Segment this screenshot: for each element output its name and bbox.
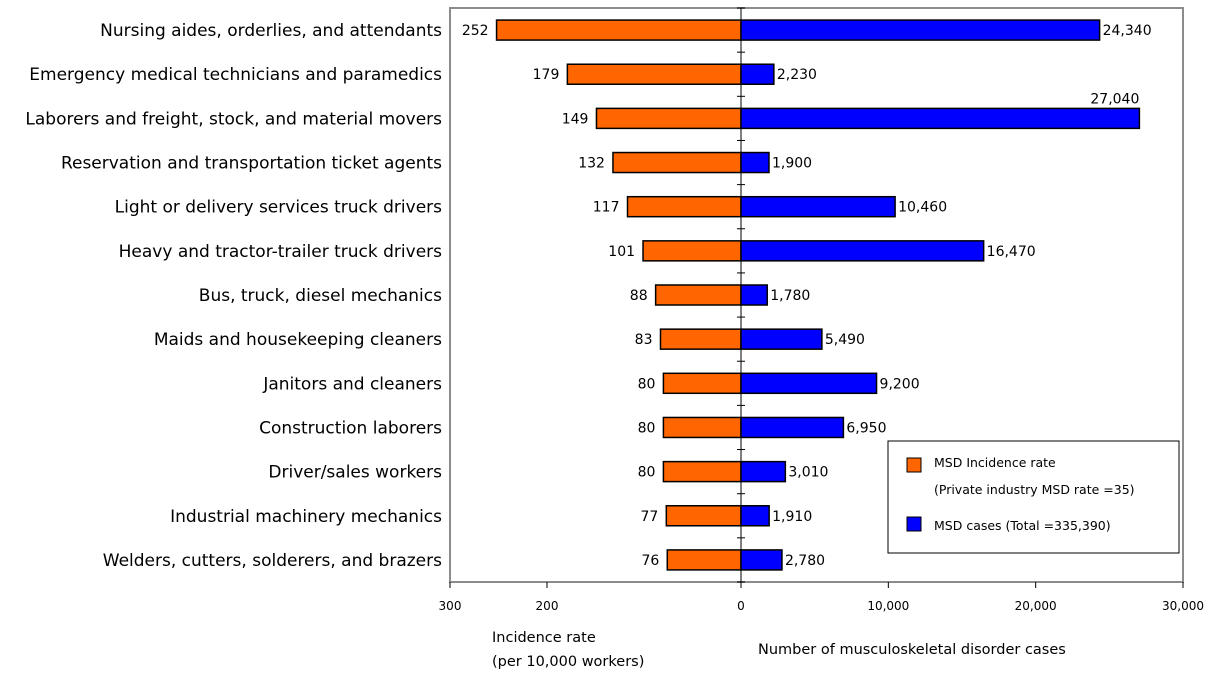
msd-cases-bar: [740, 416, 845, 439]
category-label: Light or delivery services truck drivers: [115, 198, 442, 218]
incidence-rate-bars: [495, 19, 742, 571]
msd-cases-label: 1,780: [770, 288, 810, 304]
incidence-rate-bar: [662, 416, 742, 439]
incidence-rate-bar: [642, 240, 742, 262]
incidence-rate-label: 80: [638, 465, 656, 481]
msd-cases-label: 16,470: [987, 244, 1036, 260]
category-label: Emergency medical technicians and parame…: [29, 65, 442, 85]
msd-cases-label: 6,950: [846, 420, 886, 436]
incidence-rate-label: 252: [462, 23, 489, 39]
x-tick-label: 200: [536, 599, 559, 613]
msd-cases-label: 9,200: [880, 376, 920, 392]
incidence-rate-label: 117: [593, 200, 620, 216]
incidence-rate-label: 80: [638, 376, 656, 392]
msd-cases-label: 2,230: [777, 67, 817, 83]
msd-cases-bar: [740, 328, 823, 350]
incidence-rate-bar: [654, 284, 742, 306]
value-labels: 252 24,340 179 2,230 149 27,040 132 1,900 117 10,…: [462, 23, 1152, 569]
msd-cases-bar: [740, 107, 1141, 130]
category-label: Industrial machinery mechanics: [170, 507, 442, 527]
msd-cases-bar: [740, 460, 787, 483]
incidence-rate-bar: [495, 19, 742, 41]
msd-cases-bar: [740, 151, 770, 174]
legend-label-incidence: MSD Incidence rate: [934, 455, 1056, 470]
msd-cases-bar: [740, 63, 775, 85]
msd-cases-bar: [740, 19, 1101, 41]
msd-cases-label: 10,460: [898, 200, 947, 216]
left-axis-label-line1: Incidence rate: [492, 630, 596, 646]
x-tick-label: 30,000: [1162, 599, 1204, 613]
category-label: Welders, cutters, solderers, and brazers: [103, 551, 442, 571]
incidence-rate-bar: [612, 151, 742, 174]
x-tick-label: 10,000: [867, 599, 909, 613]
msd-cases-bar: [740, 284, 768, 306]
chart-axes: 300 200 0 10,000 20,000 30,000: [439, 7, 1204, 613]
incidence-rate-bar: [665, 505, 742, 527]
legend-label-cases: MSD cases (Total =335,390): [934, 518, 1111, 533]
incidence-rate-label: 132: [578, 156, 605, 172]
plot-frame: [449, 7, 1184, 583]
category-label: Heavy and tractor-trailer truck drivers: [119, 242, 443, 262]
msd-cases-label: 1,900: [772, 156, 812, 172]
category-label: Janitors and cleaners: [262, 374, 442, 394]
legend-swatch-incidence: [906, 457, 922, 473]
msd-cases-label: 3,010: [788, 465, 828, 481]
incidence-rate-label: 76: [641, 553, 659, 569]
legend-label-incidence-note: (Private industry MSD rate =35): [934, 482, 1135, 497]
msd-cases-label: 2,780: [785, 553, 825, 569]
category-label: Reservation and transportation ticket ag…: [61, 154, 442, 174]
incidence-rate-label: 149: [562, 111, 589, 127]
incidence-rate-bar: [659, 328, 742, 350]
category-label: Driver/sales workers: [268, 463, 442, 483]
msd-cases-bar: [740, 372, 878, 395]
msd-cases-bar: [740, 505, 770, 527]
incidence-rate-label: 88: [630, 288, 648, 304]
x-tick-label: 20,000: [1015, 599, 1057, 613]
msd-cases-label: 1,910: [772, 509, 812, 525]
incidence-rate-bar: [666, 549, 742, 571]
incidence-rate-bar: [662, 372, 742, 395]
legend-swatch-cases: [906, 516, 922, 532]
category-label: Maids and housekeeping cleaners: [154, 330, 442, 350]
msd-cases-label: 27,040: [1090, 91, 1139, 107]
right-axis-label: Number of musculoskeletal disorder cases: [758, 642, 1066, 658]
x-tick-label: 300: [439, 599, 462, 613]
legend-box: [887, 440, 1180, 554]
msd-cases-bar: [740, 240, 985, 262]
incidence-rate-bar: [595, 107, 742, 130]
incidence-rate-label: 179: [533, 67, 560, 83]
msd-cases-bar: [740, 195, 896, 218]
category-label: Laborers and freight, stock, and materia…: [25, 109, 442, 129]
msd-cases-bar: [740, 549, 783, 571]
incidence-rate-label: 83: [635, 332, 653, 348]
msd-cases-label: 24,340: [1103, 23, 1152, 39]
x-tick-label: 0: [737, 599, 745, 613]
category-label: Construction laborers: [259, 418, 442, 438]
left-axis-label-line2: (per 10,000 workers): [492, 654, 644, 670]
incidence-rate-bar: [566, 63, 742, 85]
incidence-rate-bar: [626, 195, 742, 218]
incidence-rate-label: 80: [638, 420, 656, 436]
category-labels: Nursing aides, orderlies, and attendants…: [25, 21, 442, 571]
legend: MSD Incidence rate (Private industry MSD…: [887, 440, 1180, 554]
incidence-rate-label: 101: [608, 244, 635, 260]
incidence-rate-bar: [662, 460, 742, 483]
category-label: Bus, truck, diesel mechanics: [199, 286, 442, 306]
msd-cases-label: 5,490: [825, 332, 865, 348]
incidence-rate-label: 77: [640, 509, 658, 525]
category-label: Nursing aides, orderlies, and attendants: [100, 21, 442, 41]
